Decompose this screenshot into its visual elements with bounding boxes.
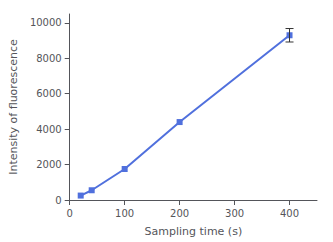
svg-text:Sampling time (s): Sampling time (s) <box>145 225 243 238</box>
svg-text:6000: 6000 <box>36 88 61 99</box>
svg-text:400: 400 <box>280 208 299 219</box>
svg-text:200: 200 <box>170 208 189 219</box>
svg-text:100: 100 <box>115 208 134 219</box>
svg-text:0: 0 <box>55 195 61 206</box>
svg-text:300: 300 <box>225 208 244 219</box>
svg-text:2000: 2000 <box>36 159 61 170</box>
svg-text:0: 0 <box>67 208 73 219</box>
svg-text:4000: 4000 <box>36 124 61 135</box>
svg-text:Intensity of fluorescence: Intensity of fluorescence <box>7 39 20 175</box>
svg-text:10000: 10000 <box>30 17 62 28</box>
svg-text:8000: 8000 <box>36 53 61 64</box>
